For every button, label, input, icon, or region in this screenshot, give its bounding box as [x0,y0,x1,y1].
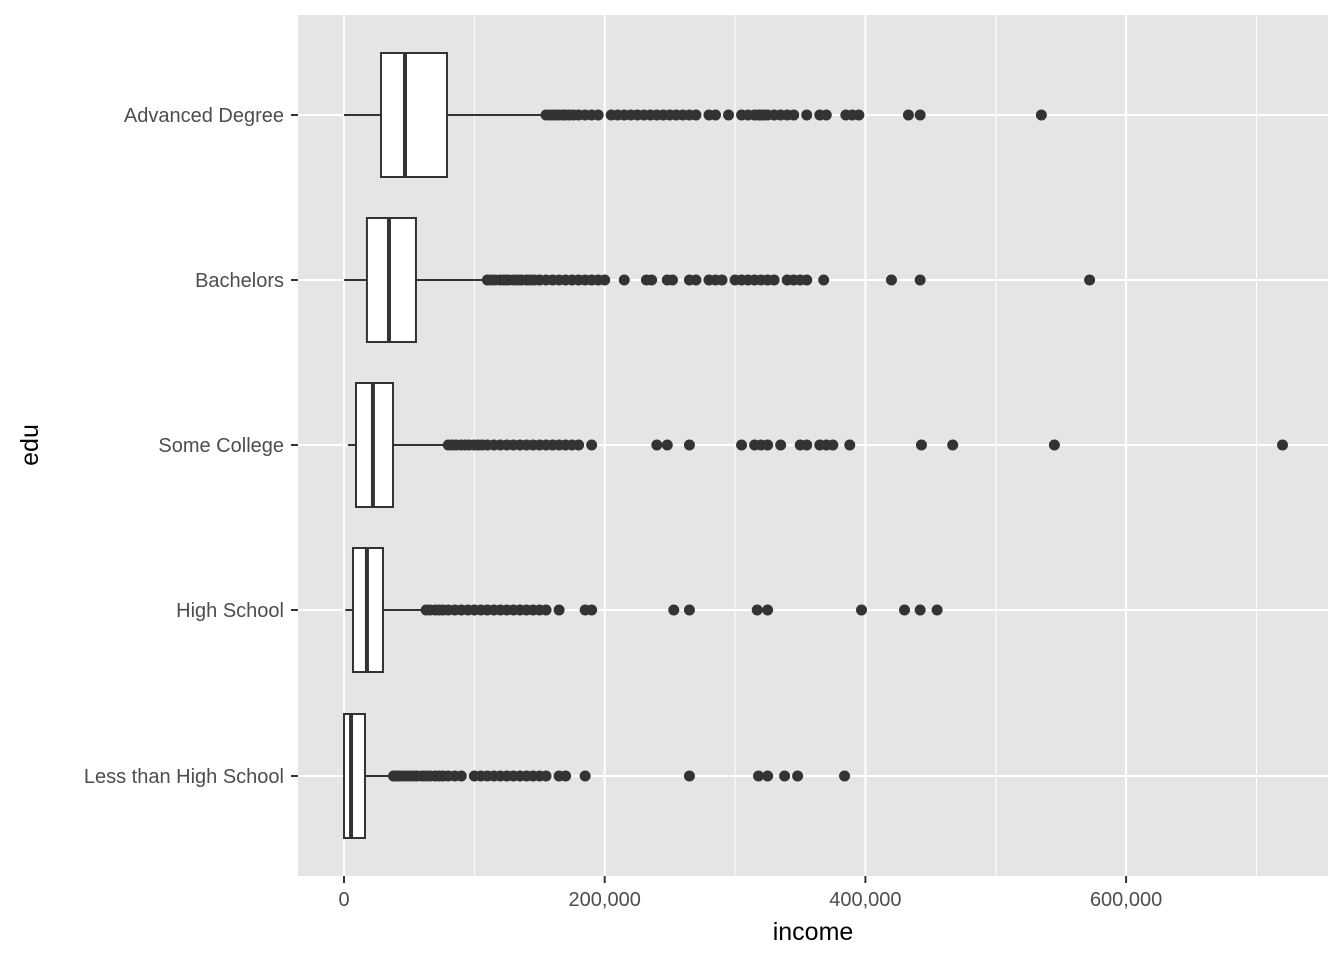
outlier-point [762,604,774,616]
outlier-point [646,274,658,286]
outlier-point [716,274,728,286]
outlier-point [762,770,774,782]
outlier-point [586,439,598,451]
outlier-point [762,439,774,451]
outlier-point [1035,109,1047,121]
x-tick-label: 200,000 [569,889,641,911]
x-axis-title: income [773,918,854,946]
outlier-point [736,439,748,451]
outlier-point [1084,274,1096,286]
outlier-point [914,274,926,286]
outlier-point [827,439,839,451]
box-iqr [365,217,417,343]
box-some-college [347,382,1289,508]
x-tick-label: 600,000 [1090,889,1162,911]
outlier-point [668,604,680,616]
box-iqr [343,713,366,839]
outlier-point [779,770,791,782]
outlier-point [1048,439,1060,451]
outlier-point [914,604,926,616]
outlier-point [540,770,552,782]
y-tick-label: Bachelors [195,270,284,292]
outlier-point [540,604,552,616]
outlier-point [579,770,591,782]
outlier-point [899,604,911,616]
outlier-point [931,604,943,616]
outlier-point [666,274,678,286]
outlier-point [753,770,765,782]
outlier-point [801,109,813,121]
y-tick-label: Less than High School [84,766,284,788]
outlier-point [801,274,813,286]
outlier-point [690,274,702,286]
outlier-point [855,604,867,616]
box-advanced-degree [344,52,1047,178]
outlier-point [1277,439,1289,451]
outlier-point [947,439,959,451]
outlier-point [683,604,695,616]
outlier-point [914,109,926,121]
outlier-point [801,439,813,451]
outlier-point [690,109,702,121]
outlier-point [792,770,804,782]
outlier-point [560,770,572,782]
y-tick-label: Some College [158,435,284,457]
outlier-point [853,109,865,121]
outlier-point [709,109,721,121]
y-tick-label: Advanced Degree [124,105,284,127]
box-high-school [345,547,943,673]
x-tick-label: 0 [338,889,349,911]
outlier-point [902,109,914,121]
y-axis-title: edu [16,424,44,466]
outlier-point [788,109,800,121]
outlier-point [599,274,611,286]
outlier-point [618,274,630,286]
outlier-point [885,274,897,286]
outlier-point [592,109,604,121]
outlier-point [839,770,851,782]
outlier-point [844,439,856,451]
box-bachelors [344,217,1096,343]
outlier-point [915,439,927,451]
box-less-than-high-school [343,713,851,839]
outlier-point [775,439,787,451]
outlier-point [586,604,598,616]
y-tick-label: High School [176,600,284,622]
outlier-point [768,274,780,286]
outlier-point [820,109,832,121]
outlier-point [553,604,565,616]
x-tick-label: 400,000 [829,889,901,911]
outlier-point [573,439,585,451]
outlier-point [751,604,763,616]
outlier-point [455,770,467,782]
outlier-point [683,770,695,782]
outlier-point [818,274,830,286]
outlier-point [651,439,663,451]
outlier-point [661,439,673,451]
outlier-point [683,439,695,451]
outlier-point [723,109,735,121]
box-iqr [380,52,448,178]
